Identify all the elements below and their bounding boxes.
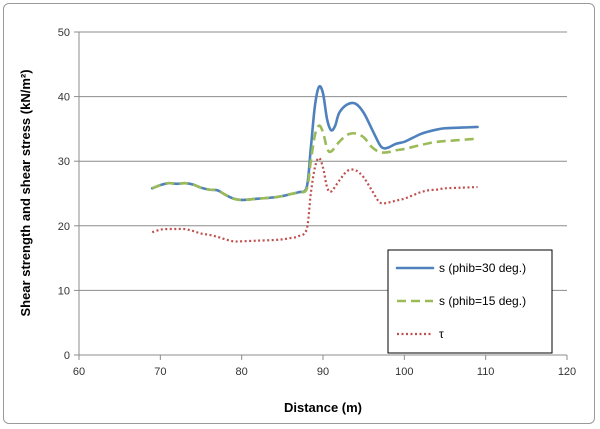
legend-label-3: τ (439, 327, 444, 341)
legend-label-1: s (phib=30 deg.) (439, 261, 526, 275)
legend: s (phib=30 deg.) s (phib=15 deg.) τ (387, 249, 553, 354)
y-tick-label: 30 (58, 156, 70, 168)
y-tick-label: 0 (64, 350, 70, 362)
x-axis-title: Distance (m) (284, 400, 362, 415)
chart-frame (3, 3, 595, 424)
y-tick-label: 40 (58, 92, 70, 104)
x-tick-label: 120 (558, 366, 576, 378)
series-lines (150, 84, 479, 243)
series-line-2 (151, 124, 478, 202)
x-tick-label: 90 (317, 366, 329, 378)
x-tick-label: 60 (73, 366, 85, 378)
y-axis-title: Shear strength and shear stress (kN/m²) (18, 69, 33, 316)
x-tick-label: 80 (236, 366, 248, 378)
y-tick-label: 10 (58, 285, 70, 297)
axes (78, 32, 567, 356)
legend-label-2: s (phib=15 deg.) (439, 294, 526, 308)
y-tick-label: 50 (58, 27, 70, 39)
x-tick-label: 110 (477, 366, 495, 378)
y-tick-labels: 0 10 20 30 40 50 (58, 27, 70, 362)
x-tick-label: 70 (154, 366, 166, 378)
series-line-3 (151, 156, 478, 243)
x-tick-label: 100 (395, 366, 413, 378)
x-tick-labels: 60 70 80 90 100 110 120 (73, 366, 576, 378)
y-tick-label: 20 (58, 221, 70, 233)
